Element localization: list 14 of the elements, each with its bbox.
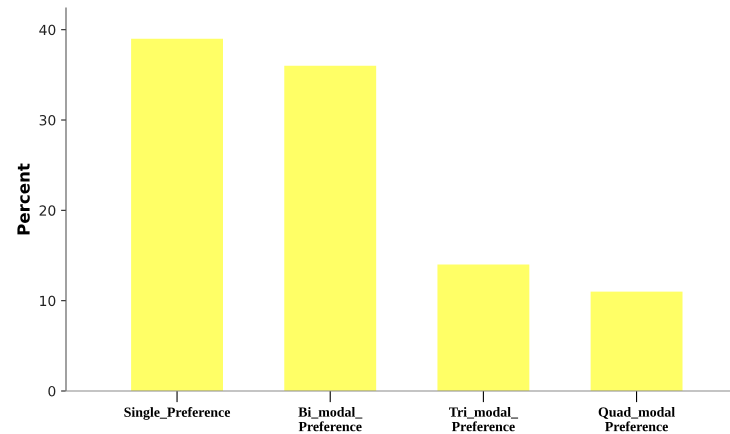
y-tick-label: 0: [48, 386, 56, 396]
bar: [131, 38, 223, 391]
bar: [590, 292, 683, 391]
x-tick-label: Tri_modal_ Preference: [449, 406, 518, 432]
y-axis-title: Percent: [17, 164, 30, 234]
y-tick-label: 30: [40, 114, 56, 126]
x-tick-label: Single_Preference: [124, 406, 230, 420]
bar: [284, 66, 376, 391]
y-tick-label: 40: [39, 24, 56, 36]
x-tick-label: Bi_modal_ Preference: [298, 406, 362, 432]
y-tick-label: 20: [40, 205, 56, 216]
y-tick-label: 10: [40, 296, 56, 306]
x-tick-label: Quad_modal Preference: [598, 406, 675, 432]
bar: [437, 264, 530, 391]
